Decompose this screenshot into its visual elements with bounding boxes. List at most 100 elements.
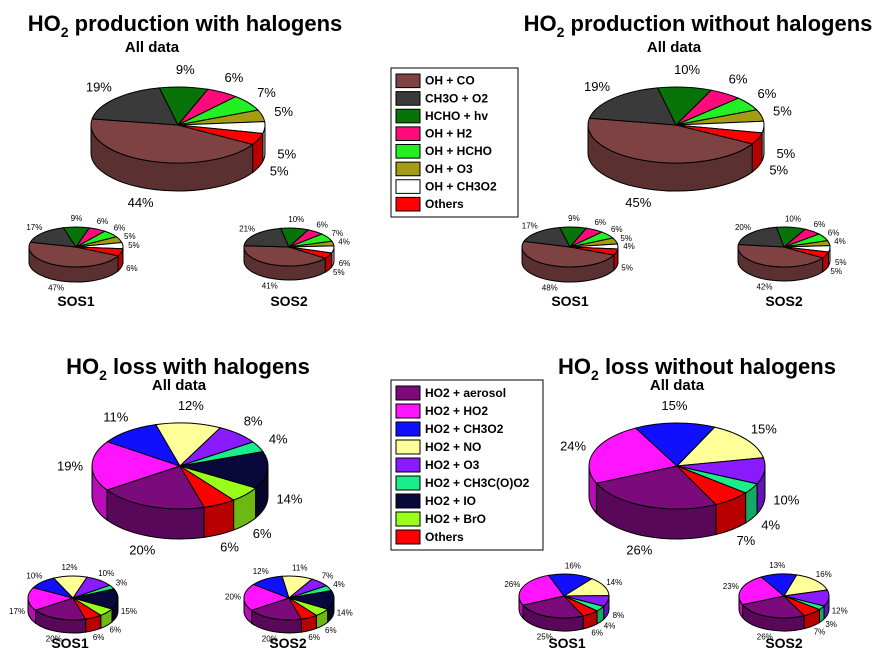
data-label-others: 6%	[220, 540, 239, 555]
slice-ho2-ho2	[91, 441, 182, 491]
data-label-oh-o3: 5%	[124, 232, 136, 241]
pie-subtitle: SOS1	[57, 293, 95, 309]
legend-label-ho2-ch3o2: HO2 + CH3O2	[425, 422, 504, 436]
data-label-oh-hcho: 6%	[828, 229, 840, 238]
pie-top	[28, 226, 124, 268]
data-label-hcho-hv: 10%	[674, 62, 700, 77]
data-label-oh-h2: 6%	[729, 72, 748, 87]
slice-ho2-ch3o2	[547, 573, 593, 597]
slice-ch3o-o2	[737, 226, 785, 248]
data-label-ho2-bro: 6%	[253, 526, 272, 541]
data-label-ch3o-o2: 19%	[86, 79, 112, 94]
slice-ho2-ho2	[588, 427, 679, 484]
slice-oh-co	[737, 243, 824, 268]
legend-loss: HO2 + aerosol HO2 + HO2 HO2 + CH3O2 HO2 + N…	[390, 379, 544, 551]
pie-subtitle: SOS2	[270, 293, 308, 309]
data-label-oh-ch3o2: 5%	[128, 241, 140, 250]
data-label-hcho-hv: 9%	[176, 62, 195, 77]
data-label-ch3o-o2: 17%	[26, 223, 42, 232]
data-label-others: 5%	[830, 267, 842, 276]
data-label-others: 6%	[93, 633, 105, 642]
data-label-ho2-o3: 10%	[98, 569, 114, 578]
slice-oh-co	[90, 118, 254, 164]
data-label-oh-ch3o2: 5%	[776, 146, 795, 161]
slice-ho2-no	[675, 426, 765, 467]
data-label-oh-co: 45%	[625, 195, 651, 210]
pie-prod-without-sos2: 42%20%10%6%6%4%5%5%SOS2	[735, 214, 847, 309]
data-label-oh-co: 47%	[48, 283, 64, 292]
legend-swatch-ho2-o3	[395, 457, 421, 473]
pie-top	[91, 422, 269, 510]
data-label-oh-o3: 4%	[338, 238, 350, 247]
slice-ho2-aerosol	[595, 465, 717, 510]
pie-subtitle: SOS2	[765, 635, 803, 651]
pie-subtitle: SOS1	[51, 635, 89, 651]
slice-others	[569, 246, 619, 256]
data-label-hcho-hv: 10%	[785, 214, 801, 223]
slice-others	[288, 246, 333, 259]
slice-others	[675, 124, 763, 145]
data-label-others: 7%	[736, 533, 755, 548]
legend-swatch-hcho-hv	[395, 108, 421, 124]
pie-top	[243, 227, 335, 267]
pie-side-walls	[587, 124, 765, 192]
pie-subtitle: SOS2	[269, 635, 307, 651]
pie-subtitle: SOS2	[765, 293, 803, 309]
slice-oh-co	[521, 240, 616, 268]
data-label-hcho-hv: 9%	[71, 214, 83, 223]
legend-swatch-ho2-ho2	[395, 403, 421, 419]
data-label-ho2-ch3o2: 15%	[661, 398, 687, 413]
pie-subtitle: All data	[152, 377, 207, 394]
data-label-ho2-aerosol: 20%	[46, 634, 62, 643]
legend-label-oh-o3: OH + O3	[425, 162, 473, 176]
data-label-others: 6%	[308, 633, 320, 642]
data-label-ho2-aerosol: 26%	[757, 632, 773, 641]
pie-loss-with-sos2: 20%20%12% 11%7%4%14%6%6%SOS2	[225, 564, 353, 651]
data-label-oh-h2: 6%	[594, 218, 606, 227]
legend-swatch-ho2-ch3o2	[395, 421, 421, 437]
data-label-oh-co: 42%	[756, 282, 772, 291]
data-label-ho2-ch3c-o-o2: 4%	[333, 580, 345, 589]
data-label-ch3o-o2: 20%	[735, 223, 751, 232]
data-label-ho2-ch3o2: 10%	[26, 571, 42, 580]
data-label-ho2-ch3o2: 13%	[769, 561, 785, 570]
pie-loss-with-all: 20% 19% 11% 12% 8% 4% 14% 6% 6% All data	[57, 377, 303, 557]
data-label-ho2-o3: 8%	[613, 611, 625, 620]
legend-swatch-ch3o-o2	[395, 91, 421, 106]
legend-swatch-ho2-aerosol	[395, 385, 421, 401]
slice-ho2-ho2	[243, 583, 291, 611]
legend-label-oh-co: OH + CO	[425, 74, 475, 88]
data-label-ho2-ho2: 17%	[9, 607, 25, 616]
legend-label-hcho-hv: HCHO + hv	[425, 109, 488, 123]
pie-top	[27, 575, 119, 621]
data-label-ho2-ho2: 23%	[723, 582, 739, 591]
legend-swatch-ho2-ch3c-o-o2	[395, 475, 421, 491]
legend-swatch-others	[395, 196, 421, 212]
pie-prod-with-sos1: 47%17%9% 6%6%5%5%6%SOS1	[26, 214, 139, 309]
title-loss-without-halogens: HO2 loss without halogens	[558, 354, 836, 383]
data-label-ho2-ch3o2: 11%	[103, 409, 128, 424]
pie-subtitle: All data	[647, 39, 702, 56]
slice-others	[563, 595, 599, 617]
data-label-ho2-ho2: 19%	[57, 458, 83, 473]
slice-others	[75, 246, 124, 257]
data-label-oh-co: 44%	[128, 195, 154, 210]
slice-oh-co	[243, 245, 327, 267]
data-label-oh-hcho: 6%	[114, 224, 126, 233]
data-label-ho2-aerosol: 25%	[537, 632, 553, 641]
slice-ho2-ho2	[518, 574, 565, 606]
pie-loss-with-sos1: 20%17%10%12%10%3%15%6%6%SOS1	[9, 563, 137, 651]
slice-ch3o-o2	[29, 227, 77, 248]
data-label-oh-h2: 6%	[97, 217, 109, 226]
pie-top	[588, 422, 766, 510]
data-label-ch3o-o2: 21%	[239, 224, 255, 233]
pie-loss-without-all: 26% 24% 15% 15% 10% 4% 7% All data	[560, 377, 800, 557]
slice-others	[783, 595, 821, 617]
slice-ho2-aerosol	[34, 597, 87, 621]
legend-swatch-oh-h2	[395, 126, 421, 141]
data-label-ho2-no: 11%	[292, 564, 307, 573]
data-label-oh-ch3o2: 4%	[623, 242, 635, 251]
data-label-ch3o-o2: 17%	[522, 222, 538, 231]
